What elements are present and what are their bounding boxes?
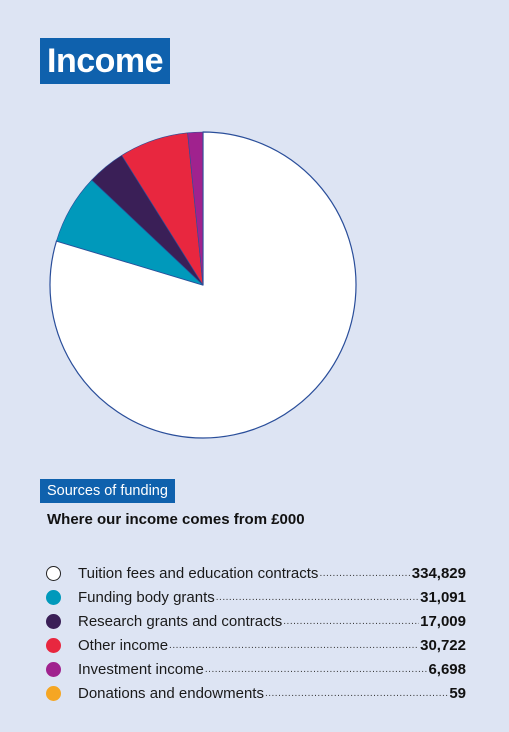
legend-leader-dots: ........................................…	[264, 688, 449, 699]
legend-label: Funding body grants	[78, 588, 215, 606]
legend-value: 31,091	[420, 588, 466, 606]
legend-swatch	[46, 565, 61, 581]
legend-value: 334,829	[411, 564, 466, 582]
legend-label: Tuition fees and education contracts	[78, 564, 319, 582]
legend-item: Tuition fees and education contracts....…	[46, 561, 466, 585]
legend-leader-dots: ........................................…	[283, 616, 419, 627]
legend-leader-dots: ........................................…	[215, 592, 420, 603]
legend-item: Other income............................…	[46, 633, 466, 657]
legend-item: Research grants and contracts...........…	[46, 609, 466, 633]
legend-label: Investment income	[78, 660, 204, 678]
legend: Tuition fees and education contracts....…	[46, 561, 466, 705]
legend-swatch	[46, 613, 61, 629]
page-title: Income	[40, 38, 171, 84]
legend-value: 17,009	[420, 612, 466, 630]
legend-leader-dots: ........................................…	[319, 568, 411, 579]
chart-subtitle: Where our income comes from £000	[47, 511, 305, 528]
pie-chart	[49, 131, 357, 439]
legend-swatch	[46, 685, 61, 701]
legend-value: 30,722	[420, 636, 466, 654]
legend-label: Research grants and contracts	[78, 612, 283, 630]
legend-label: Other income	[78, 636, 169, 654]
legend-value: 59	[449, 684, 466, 702]
legend-swatch	[46, 589, 61, 605]
legend-item: Funding body grants.....................…	[46, 585, 466, 609]
legend-item: Investment income.......................…	[46, 657, 466, 681]
legend-swatch	[46, 637, 61, 653]
section-label: Sources of funding	[40, 479, 175, 503]
legend-label: Donations and endowments	[78, 684, 264, 702]
legend-value: 6,698	[428, 660, 466, 678]
legend-swatch	[46, 661, 61, 677]
legend-item: Donations and endowments................…	[46, 681, 466, 705]
legend-leader-dots: ........................................…	[169, 640, 419, 651]
legend-leader-dots: ........................................…	[204, 664, 428, 675]
